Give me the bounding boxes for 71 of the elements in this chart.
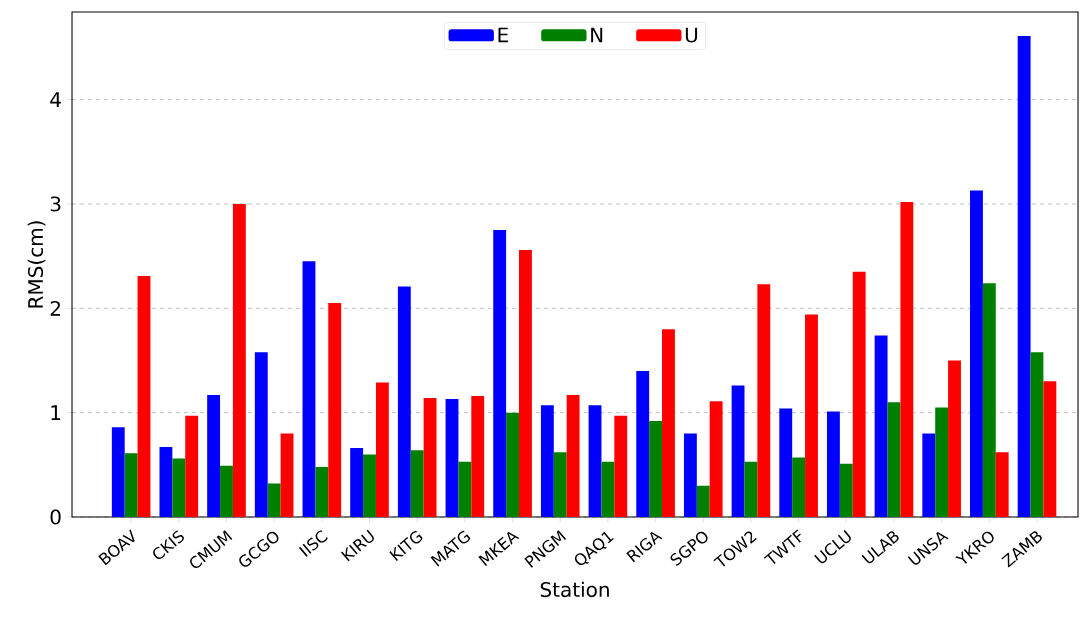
x-tick-label: IISC xyxy=(299,530,328,557)
bar xyxy=(159,447,173,517)
bar xyxy=(1030,352,1044,517)
bar xyxy=(280,433,294,517)
bar xyxy=(852,271,866,517)
bar xyxy=(614,415,628,517)
bar xyxy=(900,201,914,517)
bar xyxy=(124,453,138,517)
y-tick-label: 2 xyxy=(50,300,60,316)
bar xyxy=(839,463,853,517)
bar xyxy=(874,335,888,517)
bar xyxy=(982,283,996,517)
bar xyxy=(220,465,233,517)
legend-label: U xyxy=(685,27,698,43)
bar xyxy=(1017,35,1031,517)
bar xyxy=(553,452,567,517)
bar xyxy=(232,203,246,517)
bar xyxy=(445,399,459,517)
bar xyxy=(540,405,554,517)
bar xyxy=(948,360,961,517)
legend-label: N xyxy=(591,27,603,43)
bar xyxy=(518,249,532,517)
bar xyxy=(887,402,901,517)
bar xyxy=(397,286,411,517)
bar xyxy=(805,314,818,517)
bar xyxy=(601,461,615,517)
bar xyxy=(172,458,186,517)
y-axis-title: RMS(cm) xyxy=(27,221,46,308)
bar xyxy=(995,452,1009,517)
bar xyxy=(315,466,329,517)
bar xyxy=(731,385,745,517)
bar xyxy=(779,408,793,517)
bar xyxy=(375,382,389,517)
bar xyxy=(328,303,342,517)
bar xyxy=(970,190,983,517)
legend-label: E xyxy=(498,27,508,43)
bar xyxy=(696,485,710,517)
bar xyxy=(137,275,151,517)
bar xyxy=(471,395,485,517)
bar xyxy=(649,420,663,517)
bar xyxy=(350,448,364,517)
bar xyxy=(302,261,316,517)
bar xyxy=(267,483,281,517)
bar xyxy=(709,401,723,517)
bar xyxy=(662,329,675,517)
bar xyxy=(1043,381,1057,517)
bar xyxy=(254,352,268,517)
bar xyxy=(207,394,221,517)
bar xyxy=(111,427,125,517)
y-tick-label: 4 xyxy=(50,92,61,107)
bar xyxy=(423,398,437,517)
bar xyxy=(683,433,697,517)
bar xyxy=(493,230,507,517)
bar xyxy=(363,454,376,517)
bar xyxy=(410,450,424,517)
bar xyxy=(792,457,806,517)
bar xyxy=(826,411,840,517)
bar xyxy=(566,394,580,517)
bar xyxy=(588,405,602,517)
bar xyxy=(744,461,758,517)
x-axis-title: Station xyxy=(540,581,609,598)
y-tick-label: 0 xyxy=(50,509,61,525)
y-tick-label: 3 xyxy=(50,196,61,212)
bar xyxy=(458,461,472,517)
bar xyxy=(506,412,519,517)
bar xyxy=(935,407,949,517)
bar xyxy=(757,284,771,517)
bar xyxy=(922,433,936,517)
bar xyxy=(636,370,650,517)
bar xyxy=(185,415,199,517)
y-tick-label: 1 xyxy=(51,405,61,420)
